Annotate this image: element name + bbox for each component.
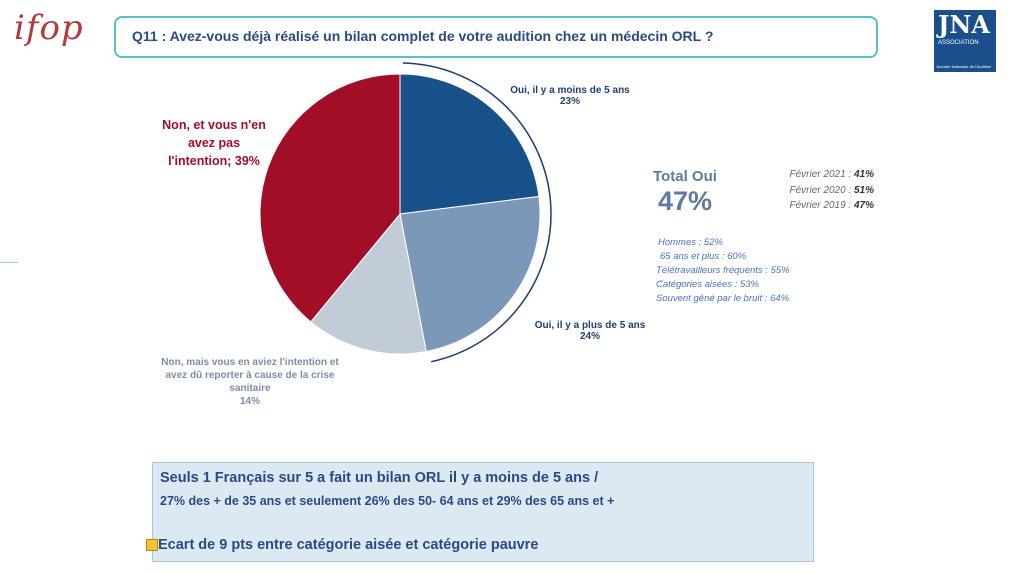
history-text: Février 2021 :	[789, 169, 854, 180]
label-non-report-line3: sanitaire	[229, 383, 271, 394]
label-oui-plus-5-ans: Oui, il y a plus de 5 ans 24%	[526, 320, 654, 342]
label-non-intention-line2: avez pas	[187, 136, 241, 150]
pie-slices	[259, 73, 541, 355]
summary-line-2: 27% des + de 35 ans et seulement 26% des…	[160, 494, 615, 508]
label-non-intention-line1: Non, et vous n'en	[162, 118, 266, 132]
label-oui-moins-value: 23%	[559, 96, 580, 107]
history-value: 47%	[853, 200, 874, 211]
label-non-report-line1: Non, mais vous en aviez l'intention et	[161, 357, 339, 368]
side-divider	[0, 262, 18, 263]
summary-line-3: Ecart de 9 pts entre catégorie aisée et …	[158, 537, 539, 553]
pie-slice-0	[399, 73, 540, 215]
history-text: Février 2020 :	[789, 185, 854, 196]
question-frame	[114, 16, 878, 58]
total-oui-value: 47%	[657, 186, 713, 216]
yes-bracket-arc	[403, 62, 552, 363]
summary-box	[152, 462, 814, 562]
pie-slice-1	[399, 195, 541, 353]
label-non-intention: Non, et vous n'en avez pas l'intention; …	[150, 116, 278, 170]
total-oui-label: Total Oui	[653, 168, 717, 185]
summary-line-1: Seuls 1 Français sur 5 a fait un bilan O…	[160, 470, 599, 486]
jna-logo-letters: JNA	[938, 10, 990, 39]
history-value: 41%	[853, 169, 874, 180]
history-row: Février 2019 : 47%	[734, 200, 875, 211]
bullet-icon	[146, 539, 158, 551]
subgroup-item: Catégories aisées : 53%	[656, 279, 759, 290]
jna-logo-sub: ASSOCIATION	[938, 40, 979, 46]
label-oui-plus-value: 24%	[579, 331, 600, 342]
label-oui-plus-text: Oui, il y a plus de 5 ans	[534, 320, 646, 331]
subgroup-item: Télétravailleurs fréquents : 55%	[656, 265, 790, 276]
history-row: Février 2021 : 41%	[734, 169, 875, 180]
history-text: Février 2019 :	[789, 200, 854, 211]
label-oui-moins-5-ans: Oui, il y a moins de 5 ans 23%	[490, 85, 650, 107]
subgroup-item: Souvent gêné par le bruit : 64%	[656, 293, 790, 304]
subgroup-item: Hommes : 52%	[658, 237, 723, 248]
pie-slice-2	[310, 212, 427, 355]
label-oui-moins-text: Oui, il y a moins de 5 ans	[510, 85, 630, 96]
label-non-intention-line3: l'intention; 39%	[168, 154, 260, 168]
jna-logo: JNA ASSOCIATION Journée Nationale de l'A…	[934, 10, 996, 72]
question-title: Q11 : Avez-vous déjà réalisé un bilan co…	[132, 28, 714, 44]
history-value: 51%	[853, 185, 874, 196]
pie-slice-3	[259, 73, 401, 323]
subgroup-item: 65 ans et plus : 60%	[660, 251, 747, 262]
label-non-report-value: 14%	[239, 396, 260, 407]
jna-logo-foot: Journée Nationale de l'Audition	[936, 64, 992, 69]
label-non-report-line2: avez dû reporter à cause de la crise	[165, 370, 335, 381]
history-row: Février 2020 : 51%	[734, 185, 875, 196]
ifop-logo: ifop	[14, 8, 84, 48]
label-non-report: Non, mais vous en aviez l'intention et a…	[150, 356, 350, 408]
